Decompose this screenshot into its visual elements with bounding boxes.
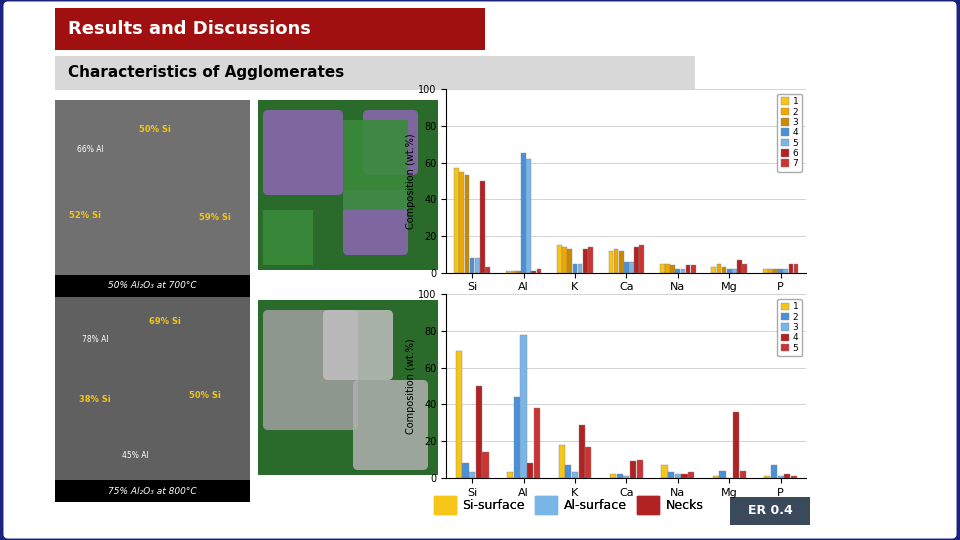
Bar: [559, 445, 564, 478]
Text: 69% Si: 69% Si: [149, 318, 180, 327]
Bar: [514, 397, 520, 478]
Bar: [557, 245, 562, 273]
Bar: [778, 476, 783, 478]
Bar: [460, 172, 465, 273]
Bar: [768, 269, 773, 273]
Bar: [526, 159, 531, 273]
Bar: [685, 265, 690, 273]
Bar: [624, 262, 629, 273]
Legend: 1, 2, 3, 4, 5: 1, 2, 3, 4, 5: [778, 299, 802, 356]
Bar: [469, 472, 475, 478]
Bar: [456, 351, 462, 478]
Text: 50% Si: 50% Si: [139, 125, 171, 134]
Bar: [532, 271, 537, 273]
Bar: [732, 269, 736, 273]
Bar: [511, 271, 516, 273]
Bar: [579, 424, 585, 478]
Bar: [665, 264, 670, 273]
Bar: [730, 497, 810, 525]
FancyBboxPatch shape: [343, 190, 408, 255]
Bar: [773, 269, 778, 273]
Text: 59% Si: 59% Si: [199, 213, 231, 221]
Bar: [616, 474, 623, 478]
Text: ER 0.4: ER 0.4: [748, 504, 792, 517]
Bar: [788, 264, 793, 273]
Bar: [610, 474, 616, 478]
Bar: [688, 472, 694, 478]
Bar: [783, 269, 788, 273]
Bar: [623, 476, 630, 478]
Bar: [737, 260, 742, 273]
Legend: Si-surface, Al-surface, Necks: Si-surface, Al-surface, Necks: [429, 491, 708, 519]
Bar: [713, 476, 719, 478]
Bar: [465, 176, 469, 273]
Y-axis label: Composition (wt.%): Composition (wt.%): [405, 338, 416, 434]
Bar: [668, 472, 674, 478]
Bar: [258, 100, 438, 270]
Bar: [563, 247, 567, 273]
Bar: [55, 100, 250, 275]
Bar: [263, 210, 313, 265]
Bar: [682, 474, 687, 478]
Text: Results and Discussions: Results and Discussions: [68, 20, 311, 38]
Bar: [779, 269, 783, 273]
Bar: [520, 335, 527, 478]
Bar: [784, 474, 790, 478]
Bar: [480, 181, 485, 273]
Bar: [483, 452, 489, 478]
Bar: [660, 264, 664, 273]
Bar: [454, 168, 459, 273]
Bar: [629, 262, 634, 273]
Bar: [675, 474, 681, 478]
Bar: [739, 470, 746, 478]
Bar: [578, 264, 583, 273]
Bar: [676, 269, 681, 273]
Bar: [506, 271, 511, 273]
Bar: [727, 269, 732, 273]
Bar: [771, 465, 777, 478]
Bar: [485, 267, 490, 273]
Bar: [463, 463, 468, 478]
FancyBboxPatch shape: [353, 380, 428, 470]
Bar: [55, 8, 485, 50]
Bar: [583, 249, 588, 273]
Bar: [516, 271, 520, 273]
Text: 50% Al₂O₃ at 700°C: 50% Al₂O₃ at 700°C: [108, 281, 197, 291]
Y-axis label: Composition (wt.%): Composition (wt.%): [405, 133, 416, 229]
Bar: [572, 264, 577, 273]
Bar: [565, 465, 571, 478]
Text: 78% Al: 78% Al: [82, 335, 108, 345]
Bar: [534, 408, 540, 478]
Text: 50% Si: 50% Si: [189, 390, 221, 400]
Text: 38% Si: 38% Si: [79, 395, 110, 404]
Text: 75% Al₂O₃ at 800°C: 75% Al₂O₃ at 800°C: [108, 487, 197, 496]
Bar: [507, 472, 514, 478]
Bar: [711, 267, 716, 273]
Text: 52% Si: 52% Si: [69, 211, 101, 219]
Text: Characteristics of Agglomerates: Characteristics of Agglomerates: [68, 65, 345, 80]
Text: 45% Al: 45% Al: [122, 450, 149, 460]
FancyBboxPatch shape: [363, 110, 418, 175]
Bar: [791, 476, 797, 478]
Legend: 1, 2, 3, 4, 5, 6, 7: 1, 2, 3, 4, 5, 6, 7: [778, 93, 802, 172]
Bar: [716, 264, 721, 273]
Bar: [586, 447, 591, 478]
Bar: [763, 269, 768, 273]
Bar: [794, 264, 799, 273]
Bar: [55, 275, 250, 297]
FancyBboxPatch shape: [263, 110, 343, 195]
FancyBboxPatch shape: [323, 310, 393, 380]
Bar: [639, 245, 644, 273]
Bar: [764, 476, 770, 478]
Bar: [343, 120, 408, 210]
Bar: [661, 465, 667, 478]
Bar: [691, 265, 696, 273]
FancyBboxPatch shape: [263, 310, 358, 430]
Bar: [636, 460, 643, 478]
Bar: [567, 249, 572, 273]
Bar: [588, 247, 592, 273]
Bar: [476, 386, 482, 478]
Bar: [630, 461, 636, 478]
Bar: [613, 249, 618, 273]
